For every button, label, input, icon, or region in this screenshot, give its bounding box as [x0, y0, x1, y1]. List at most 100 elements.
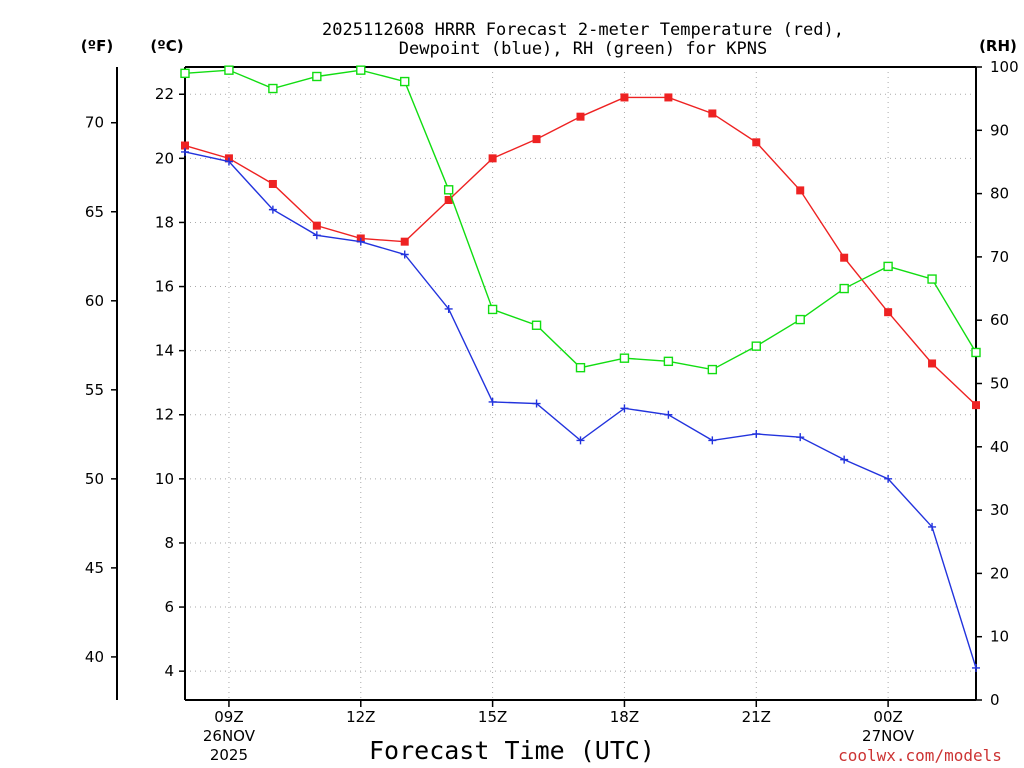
- celsius-unit-label: (ºC): [150, 37, 183, 55]
- x-tick-year-label: 2025: [210, 746, 248, 764]
- dewpoint-line: [184, 151, 977, 669]
- rh-point: [663, 356, 674, 367]
- dewpoint-point: [708, 436, 717, 445]
- rh-point: [927, 274, 937, 284]
- rh-point: [356, 65, 366, 75]
- rh-tick-label: 70: [990, 248, 1009, 266]
- dewpoint-point: [268, 205, 277, 214]
- rh-unit-label: (RH): [979, 37, 1017, 55]
- x-tick-label: 15Z: [478, 708, 507, 726]
- temperature-point: [400, 237, 409, 246]
- temperature-point: [664, 93, 673, 102]
- fahrenheit-tick-label: 70: [85, 114, 104, 132]
- celsius-tick-label: 6: [164, 598, 174, 616]
- celsius-tick-label: 12: [155, 406, 174, 424]
- x-axis-label: Forecast Time (UTC): [369, 736, 655, 765]
- rh-point: [575, 362, 586, 373]
- rh-point: [443, 185, 454, 195]
- axes: [116, 66, 977, 701]
- celsius-tick-label: 22: [155, 85, 174, 103]
- celsius-tick-label: 8: [164, 534, 174, 552]
- credit-text: coolwx.com/models: [838, 746, 1002, 765]
- dewpoint-point: [884, 474, 893, 483]
- fahrenheit-tick-label: 50: [85, 470, 104, 488]
- celsius-tick-label: 10: [155, 470, 174, 488]
- rh-tick-label: 10: [990, 628, 1009, 646]
- rh-tick-label: 50: [990, 375, 1009, 393]
- dewpoint-point: [356, 237, 365, 246]
- rh-series: [180, 65, 981, 375]
- x-tick-date-label: 26NOV: [203, 727, 256, 745]
- fahrenheit-tick-label: 55: [85, 381, 104, 399]
- x-tick-label: 00Z: [873, 708, 902, 726]
- temperature-point: [181, 141, 189, 150]
- rh-tick-label: 40: [990, 438, 1009, 456]
- rh-point: [531, 320, 542, 330]
- x-tick-label: 09Z: [214, 708, 243, 726]
- plot-area: [180, 65, 981, 672]
- rh-point: [224, 65, 234, 75]
- rh-point: [707, 364, 718, 375]
- dewpoint-series: [181, 147, 980, 672]
- dewpoint-point: [928, 522, 937, 531]
- dewpoint-point: [532, 399, 541, 408]
- x-tick-label: 18Z: [610, 708, 639, 726]
- dewpoint-point: [620, 404, 629, 413]
- grid-lines: [185, 67, 976, 700]
- dewpoint-point: [576, 436, 585, 445]
- dewpoint-point: [444, 304, 453, 313]
- dewpoint-point: [752, 429, 761, 438]
- temperature-line: [184, 96, 977, 406]
- dewpoint-point: [972, 663, 980, 672]
- fahrenheit-tick-label: 60: [85, 292, 104, 310]
- rh-tick-label: 60: [990, 311, 1009, 329]
- temperature-point: [576, 112, 585, 121]
- rh-point: [400, 76, 410, 87]
- temperature-point: [268, 179, 277, 188]
- temperature-point: [972, 401, 980, 410]
- celsius-tick-label: 20: [155, 149, 174, 167]
- rh-point: [795, 314, 805, 325]
- rh-point: [883, 261, 893, 272]
- fahrenheit-unit-label: (ºF): [81, 37, 113, 55]
- dewpoint-point: [400, 250, 409, 259]
- rh-point: [487, 304, 498, 315]
- dewpoint-point: [181, 147, 189, 156]
- temperature-point: [312, 221, 321, 230]
- rh-point: [619, 353, 630, 363]
- rh-tick-label: 30: [990, 501, 1009, 519]
- chart-title-line-2: Dewpoint (blue), RH (green) for KPNS: [399, 39, 767, 59]
- fahrenheit-tick-label: 65: [85, 203, 104, 221]
- rh-point: [268, 83, 278, 94]
- x-tick-label: 21Z: [742, 708, 771, 726]
- x-tick-date-label: 27NOV: [862, 727, 915, 745]
- dewpoint-point: [664, 410, 673, 419]
- rh-tick-label: 0: [990, 691, 1000, 709]
- rh-tick-label: 90: [990, 121, 1009, 139]
- chart-title-line-1: 2025112608 HRRR Forecast 2-meter Tempera…: [322, 20, 844, 40]
- rh-point: [839, 283, 849, 294]
- temperature-point: [840, 253, 849, 262]
- dewpoint-point: [796, 433, 805, 442]
- rh-tick-label: 80: [990, 185, 1009, 203]
- celsius-tick-label: 14: [155, 342, 174, 360]
- temperature-point: [752, 138, 761, 147]
- rh-point: [971, 347, 981, 358]
- rh-point: [180, 68, 190, 79]
- celsius-tick-label: 16: [155, 278, 174, 296]
- celsius-tick-label: 4: [164, 662, 174, 680]
- rh-tick-label: 100: [990, 58, 1019, 76]
- celsius-tick-label: 18: [155, 213, 174, 231]
- axis-ticks: 4 6 8 10 12 14 16 18 20 22 40 45 50 55 60 65 70 0 10 20 30 40…: [85, 58, 1019, 764]
- rh-point: [751, 341, 761, 351]
- dewpoint-point: [488, 397, 497, 406]
- temperature-point: [444, 196, 453, 205]
- temperature-point: [796, 186, 805, 195]
- rh-tick-label: 20: [990, 564, 1009, 582]
- fahrenheit-tick-label: 45: [85, 559, 104, 577]
- dewpoint-point: [312, 231, 321, 240]
- temperature-point: [884, 308, 893, 317]
- temperature-point: [708, 109, 717, 118]
- temperature-point: [488, 154, 497, 163]
